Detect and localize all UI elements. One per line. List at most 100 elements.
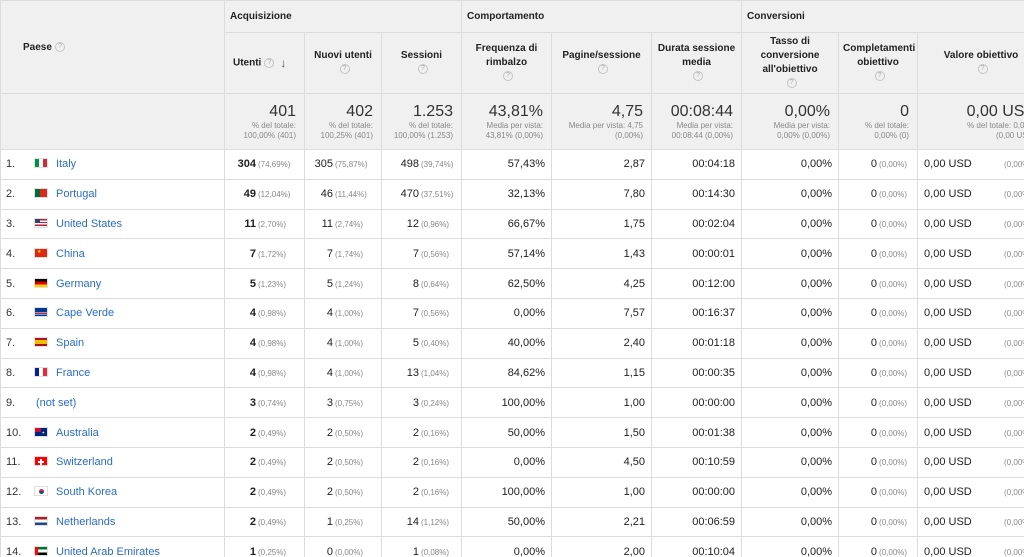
- total-value: 43,81%: [488, 103, 543, 120]
- durata-cell: 00:00:35: [650, 357, 743, 389]
- help-icon[interactable]: ?: [977, 64, 988, 75]
- nuovi-utenti-percent: (0,25%): [335, 517, 364, 527]
- total-note: Media per vista:: [773, 121, 831, 130]
- total-note: % del totale:: [328, 121, 373, 130]
- country-link[interactable]: United States: [56, 217, 123, 230]
- column-header-utenti[interactable]: Utenti? ↓: [224, 32, 305, 94]
- country-cell: 12. South Korea: [0, 476, 225, 508]
- completamenti-cell: 0 (0,00%): [838, 327, 919, 359]
- nuovi-utenti-cell: 4 (1,00%): [304, 297, 382, 329]
- valore-value: 0,00 USD: [924, 366, 972, 379]
- row-rank: 8.: [6, 366, 16, 379]
- completamenti-value: 0: [870, 426, 878, 439]
- column-header-nuovi-utenti[interactable]: Nuovi utenti?: [304, 32, 382, 94]
- completamenti-value: 0: [870, 366, 878, 379]
- completamenti-cell: 0 (0,00%): [838, 297, 919, 329]
- nuovi-utenti-cell: 11 (2,74%): [304, 208, 382, 240]
- help-icon[interactable]: ?: [54, 41, 65, 52]
- help-icon[interactable]: ?: [786, 78, 797, 89]
- pagine-cell: 7,57: [551, 297, 652, 329]
- completamenti-cell: 0 (0,00%): [838, 536, 919, 557]
- utenti-cell: 2 (0,49%): [224, 446, 305, 478]
- country-link[interactable]: South Korea: [56, 486, 118, 499]
- sessioni-percent: (0,40%): [421, 339, 450, 349]
- tasso-cell: 0,00%: [741, 178, 840, 210]
- tasso-cell: 0,00%: [741, 476, 840, 508]
- column-header-paese[interactable]: Paese?: [0, 0, 225, 94]
- country-link[interactable]: Cape Verde: [56, 307, 115, 320]
- sessioni-cell: 14 (1,12%): [381, 506, 462, 538]
- completamenti-percent: (0,00%): [879, 249, 908, 259]
- utenti-value: 49: [243, 188, 256, 201]
- column-header-tasso-conversione[interactable]: Tasso di conversione all'obiettivo?: [741, 32, 840, 94]
- help-icon[interactable]: ?: [339, 64, 350, 75]
- sessioni-percent: (0,24%): [421, 398, 450, 408]
- country-link[interactable]: Australia: [56, 426, 99, 439]
- completamenti-value: 0: [870, 545, 878, 557]
- table-row: 3. United States 11 (2,70%) 11 (2,74%) 12 (0,96…: [0, 208, 1024, 240]
- help-icon[interactable]: ?: [874, 71, 885, 82]
- sort-descending-icon[interactable]: ↓: [280, 55, 287, 70]
- total-note: 100,00% (1.253): [393, 131, 453, 140]
- valore-percent: (0,00%): [1004, 339, 1024, 349]
- column-header-sessioni[interactable]: Sessioni?: [381, 32, 462, 94]
- sessioni-value: 3: [412, 396, 419, 409]
- utenti-value: 4: [249, 366, 256, 379]
- nuovi-utenti-percent: (0,50%): [335, 428, 364, 438]
- completamenti-percent: (0,00%): [879, 219, 908, 229]
- column-header-durata-sessione-media[interactable]: Durata sessione media?: [650, 32, 743, 94]
- tasso-cell: 0,00%: [741, 208, 840, 240]
- utenti-value: 2: [249, 486, 256, 499]
- durata-cell: 00:01:18: [650, 327, 743, 359]
- country-link[interactable]: Switzerland: [56, 456, 113, 469]
- help-icon[interactable]: ?: [598, 64, 608, 75]
- country-link[interactable]: France: [56, 366, 91, 379]
- country-link[interactable]: Netherlands: [56, 515, 116, 528]
- country-cell: 4. ★ China: [0, 238, 225, 270]
- country-link[interactable]: (not set): [36, 396, 77, 409]
- nuovi-utenti-value: 5: [326, 277, 333, 290]
- country-link[interactable]: Spain: [56, 337, 85, 350]
- valore-value: 0,00 USD: [924, 217, 972, 230]
- valore-value: 0,00 USD: [924, 396, 972, 409]
- country-link[interactable]: China: [56, 247, 85, 260]
- row-rank: 1.: [6, 158, 16, 171]
- utenti-percent: (1,23%): [258, 279, 287, 289]
- total-note: (0,00 USD): [996, 131, 1024, 140]
- valore-cell: 0,00 USD (0,00%): [917, 387, 1024, 419]
- nuovi-utenti-cell: 5 (1,24%): [304, 268, 382, 299]
- nuovi-utenti-value: 4: [326, 366, 333, 379]
- tasso-cell: 0,00%: [741, 149, 840, 180]
- nuovi-utenti-cell: 46 (11,44%): [304, 178, 382, 210]
- completamenti-percent: (0,00%): [879, 368, 908, 378]
- help-icon[interactable]: ?: [503, 71, 513, 82]
- nuovi-utenti-percent: (0,00%): [335, 547, 364, 557]
- country-link[interactable]: Italy: [56, 158, 77, 171]
- completamenti-value: 0: [870, 486, 878, 499]
- durata-cell: 00:06:59: [650, 506, 743, 538]
- country-link[interactable]: United Arab Emirates: [56, 545, 160, 557]
- column-header-pagine-sessione[interactable]: Pagine/sessione?: [551, 32, 652, 94]
- durata-cell: 00:02:04: [650, 208, 743, 240]
- row-rank: 12.: [6, 486, 22, 499]
- table-row: 12. South Korea 2 (0,49%) 2 (0,50%) 2 (0,16%) 10…: [0, 476, 1024, 508]
- nuovi-utenti-cell: 4 (1,00%): [304, 357, 382, 389]
- column-header-valore-obiettivo[interactable]: Valore obiettivo?: [917, 32, 1024, 94]
- help-icon[interactable]: ?: [418, 64, 428, 75]
- column-header-frequenza-rimbalzo[interactable]: Frequenza di rimbalzo?: [461, 32, 552, 94]
- country-link[interactable]: Germany: [56, 277, 102, 290]
- valore-percent: (0,00%): [1004, 309, 1024, 319]
- rimbalzo-cell: 57,14%: [461, 238, 552, 270]
- valore-percent: (0,00%): [1004, 190, 1024, 200]
- help-icon[interactable]: ?: [693, 71, 704, 82]
- sessioni-percent: (0,16%): [421, 428, 450, 438]
- table-row: 6. Cape Verde 4 (0,98%) 4 (1,00%) 7 (0,56%) 0,00…: [0, 297, 1024, 329]
- sessioni-cell: 8 (0,64%): [381, 268, 462, 299]
- country-link[interactable]: Portugal: [56, 188, 97, 201]
- column-header-completamenti-obiettivo[interactable]: Completamenti obiettivo?: [838, 32, 919, 94]
- sessioni-percent: (37,51%): [421, 190, 454, 200]
- help-icon[interactable]: ?: [264, 57, 275, 68]
- completamenti-percent: (0,00%): [879, 458, 908, 468]
- rimbalzo-cell: 0,00%: [461, 446, 552, 478]
